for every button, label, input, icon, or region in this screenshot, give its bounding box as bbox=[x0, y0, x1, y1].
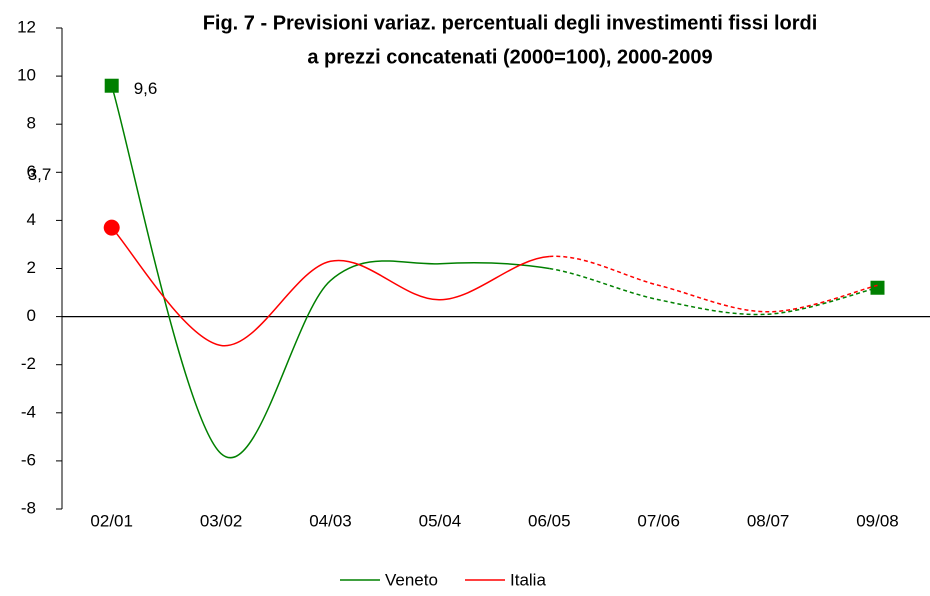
series-line bbox=[549, 267, 878, 316]
x-tick-label: 09/08 bbox=[856, 511, 899, 530]
marker bbox=[870, 280, 885, 295]
series-line bbox=[110, 85, 550, 459]
data-label: 9,6 bbox=[134, 79, 158, 98]
marker bbox=[103, 219, 120, 236]
series-line bbox=[111, 227, 550, 347]
y-tick-label: -6 bbox=[21, 450, 36, 469]
legend-label: Italia bbox=[510, 570, 546, 589]
x-tick-label: 07/06 bbox=[637, 511, 680, 530]
y-tick-label: 2 bbox=[27, 258, 36, 277]
x-tick-label: 02/01 bbox=[90, 511, 133, 530]
x-tick-label: 06/05 bbox=[528, 511, 571, 530]
x-tick-label: 08/07 bbox=[747, 511, 790, 530]
y-tick-label: -2 bbox=[21, 354, 36, 373]
chart-title: a prezzi concatenati (2000=100), 2000-20… bbox=[307, 46, 712, 68]
y-tick-label: 10 bbox=[17, 66, 36, 85]
x-tick-label: 04/03 bbox=[309, 511, 352, 530]
y-tick-label: -4 bbox=[21, 402, 36, 421]
legend-label: Veneto bbox=[385, 570, 438, 589]
marker bbox=[104, 78, 119, 93]
series-line bbox=[549, 255, 878, 313]
data-label: 3,7 bbox=[28, 165, 52, 184]
y-tick-label: 8 bbox=[27, 114, 36, 133]
y-tick-label: 12 bbox=[17, 17, 36, 36]
chart-title: Fig. 7 - Previsioni variaz. percentuali … bbox=[203, 12, 818, 34]
x-tick-label: 03/02 bbox=[200, 511, 243, 530]
y-tick-label: 6 bbox=[27, 162, 36, 181]
y-tick-label: 0 bbox=[27, 306, 36, 325]
y-tick-label: -8 bbox=[21, 498, 36, 517]
y-tick-label: 4 bbox=[27, 210, 36, 229]
x-tick-label: 05/04 bbox=[419, 511, 462, 530]
